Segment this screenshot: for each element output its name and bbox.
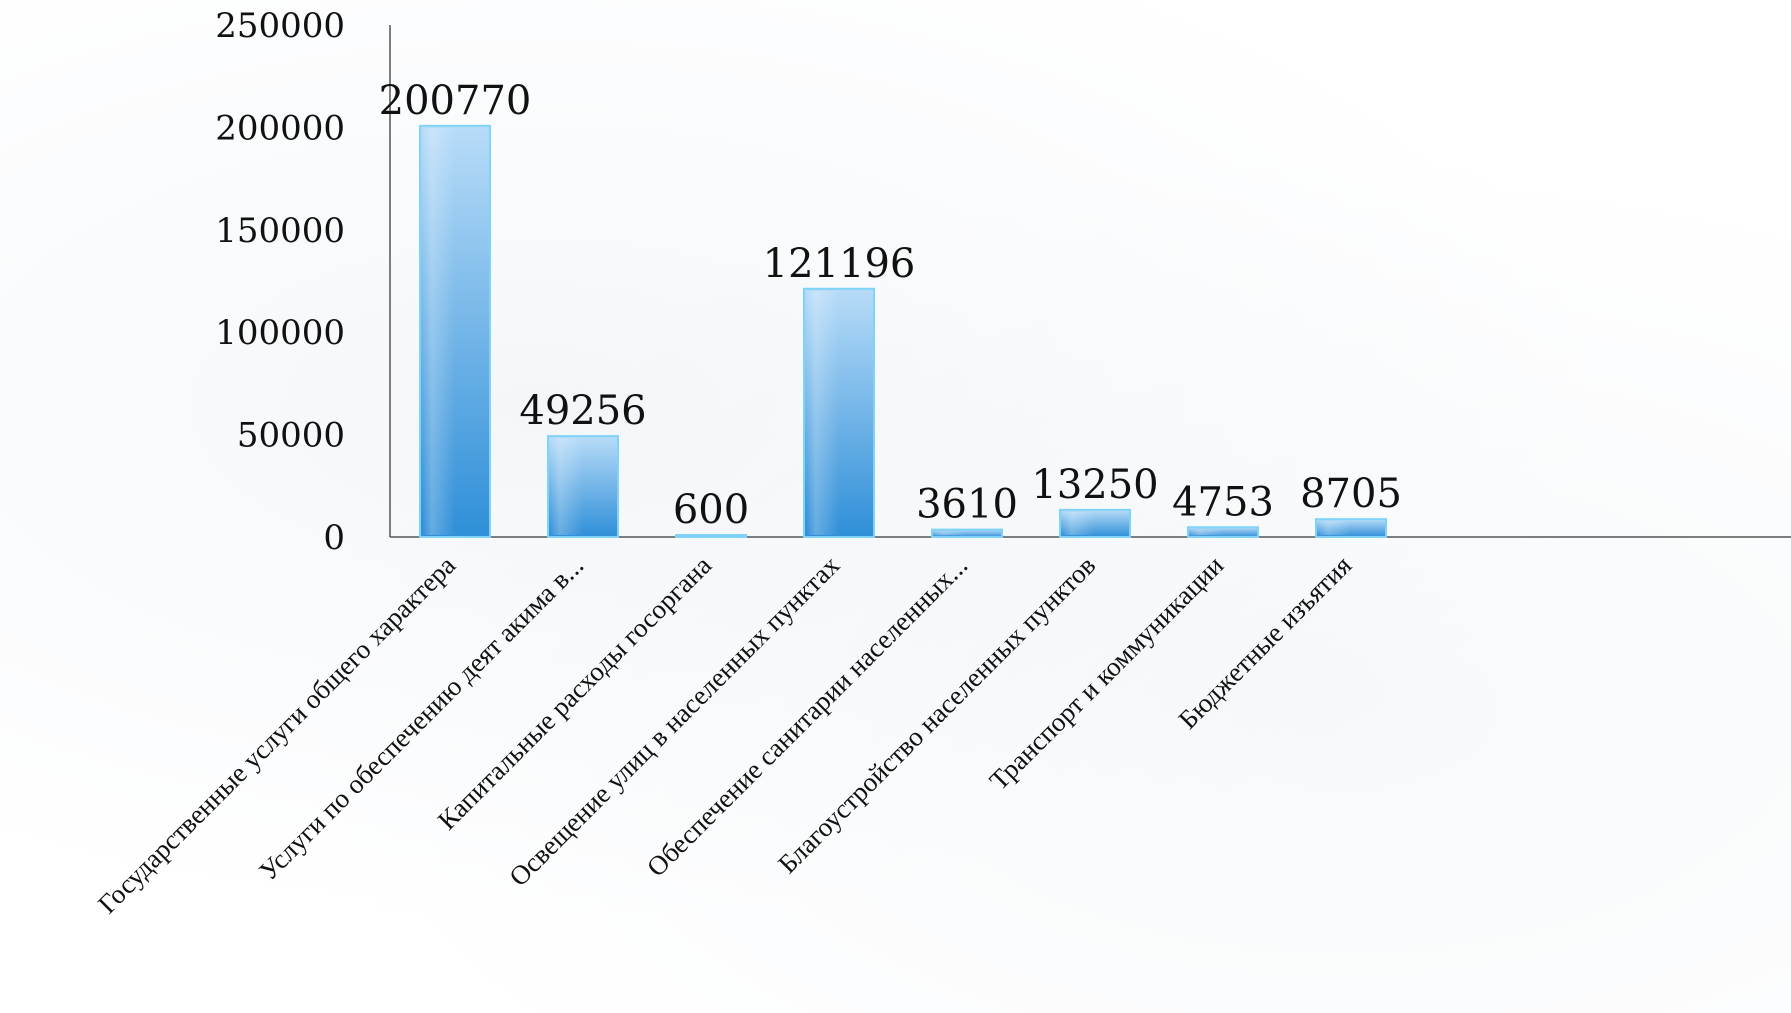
y-tick-label: 200000 — [215, 108, 345, 148]
bar-highlight — [550, 438, 616, 535]
data-label: 600 — [673, 487, 749, 533]
y-axis: 0 50000 100000 150000 200000 250000 — [215, 6, 1791, 558]
bar-highlight — [1062, 511, 1128, 535]
bar — [675, 534, 747, 538]
data-label: 3610 — [916, 482, 1018, 528]
bar-highlight — [806, 290, 872, 535]
data-label: 121196 — [763, 241, 916, 287]
bar-highlight — [422, 127, 488, 536]
data-label: 49256 — [519, 388, 646, 434]
category-labels: Государственные услуги общего характераУ… — [92, 550, 1357, 920]
y-tick-label: 0 — [323, 518, 345, 558]
data-label: 200770 — [379, 78, 532, 124]
bars — [419, 124, 1387, 539]
bar-highlight — [1318, 521, 1384, 535]
category-label: Транспорт и коммуникации — [983, 550, 1229, 796]
y-tick-label: 100000 — [215, 313, 345, 353]
y-tick-label: 250000 — [215, 6, 345, 46]
category-label: Капитальные расходы госоргана — [432, 550, 717, 835]
data-labels: 200770 49256 600 121196 3610 13250 4753 8705 — [379, 78, 1402, 533]
data-label: 4753 — [1172, 479, 1274, 525]
y-tick-label: 50000 — [237, 416, 345, 456]
y-tick-label: 150000 — [215, 211, 345, 251]
data-label: 8705 — [1300, 471, 1402, 517]
bar-highlight — [1190, 529, 1256, 535]
data-label: 13250 — [1031, 462, 1158, 508]
bar-highlight — [934, 531, 1000, 535]
